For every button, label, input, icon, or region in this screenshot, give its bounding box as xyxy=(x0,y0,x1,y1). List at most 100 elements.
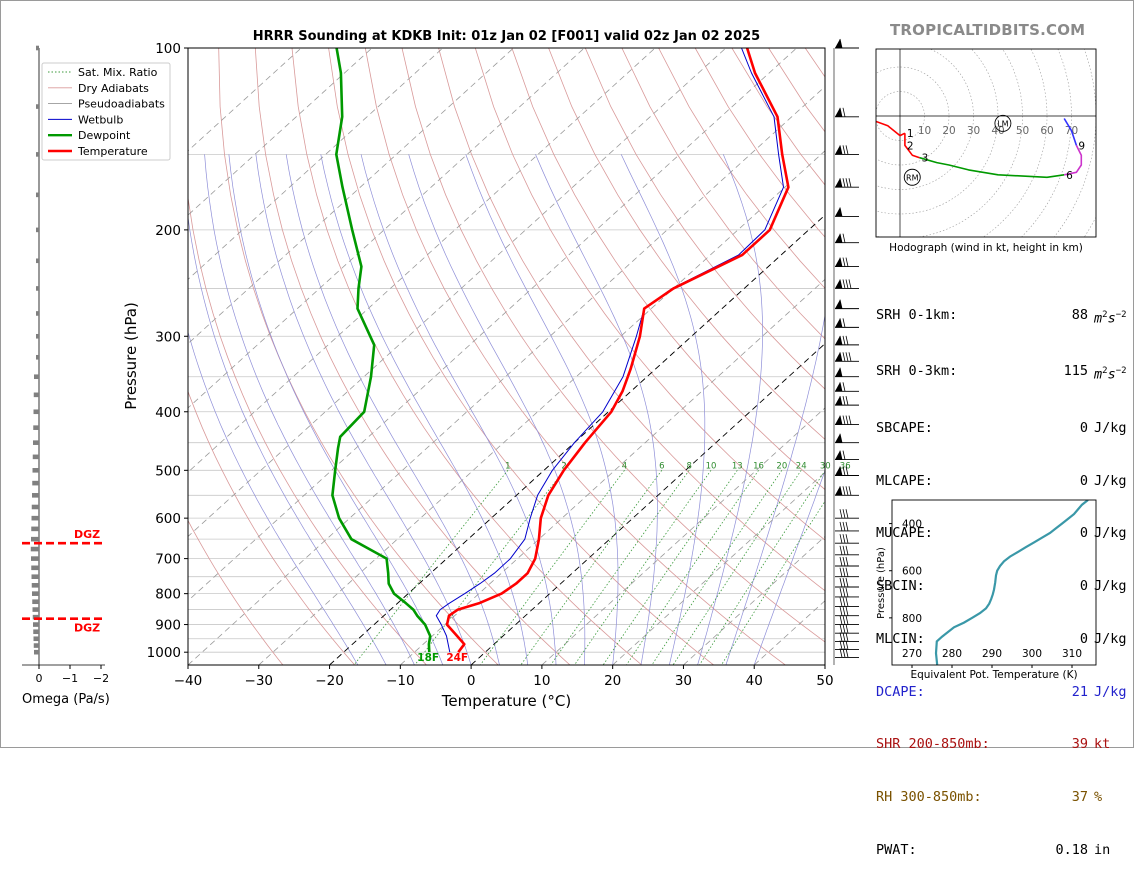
theta-e-curve xyxy=(936,500,1088,665)
wind-barb-feather xyxy=(843,534,845,543)
omega-bar xyxy=(36,258,39,263)
pseudoadiabat xyxy=(162,154,358,665)
wind-barb-feather xyxy=(843,396,845,405)
omega-bar xyxy=(34,409,40,414)
wind-barb-feather xyxy=(846,588,848,597)
wind-barb-feather xyxy=(846,597,848,606)
wind-barb-feather xyxy=(843,258,845,267)
pseudoadiabat xyxy=(536,154,658,665)
mixing-ratio-label: 24 xyxy=(796,461,807,471)
wind-barb-feather xyxy=(843,624,845,633)
omega-bar xyxy=(33,629,39,634)
legend-entry: Dewpoint xyxy=(78,129,131,142)
wind-barb-feather xyxy=(840,597,842,606)
omega-bar xyxy=(34,374,39,379)
omega-bar xyxy=(31,566,39,571)
wind-barb-feather xyxy=(840,509,842,518)
omega-bar xyxy=(32,481,39,486)
legend-entry: Pseudoadiabats xyxy=(78,98,165,111)
stat-value: 0.18 xyxy=(1000,842,1088,860)
mixing-ratio-line xyxy=(551,470,690,665)
omega-axis-label: Omega (Pa/s) xyxy=(22,692,110,707)
wind-barb-feather xyxy=(846,486,848,495)
wind-barb-feather xyxy=(840,607,842,616)
omega-bar xyxy=(32,493,39,498)
wind-barb-feather xyxy=(846,624,848,633)
wind-barb-feather xyxy=(840,632,842,641)
wind-barb-feather xyxy=(843,382,845,391)
omega-bar xyxy=(33,425,39,430)
omega-bar xyxy=(36,193,39,198)
wind-barb-feather xyxy=(843,546,845,555)
wind-barb-feather xyxy=(846,546,848,555)
omega-bar xyxy=(36,152,39,157)
theta-x-tick-label: 270 xyxy=(902,648,922,660)
wind-barb-feather xyxy=(843,178,845,187)
wind-barb-feather xyxy=(846,607,848,616)
omega-bar xyxy=(32,591,39,596)
isotherm-line xyxy=(117,48,796,665)
wind-barb-feather xyxy=(846,522,848,531)
stat-value: 37 xyxy=(1000,789,1088,807)
mixing-ratio-label: 13 xyxy=(732,461,743,471)
mixing-ratio-line xyxy=(626,470,758,665)
omega-x-tick-label: −1 xyxy=(62,672,78,685)
omega-bar xyxy=(32,505,39,510)
x-tick-label: −30 xyxy=(245,673,274,689)
stat-unit: in xyxy=(1088,842,1110,860)
hodo-segment xyxy=(868,119,905,136)
omega-x-tick-label: −2 xyxy=(93,672,109,685)
omega-bar xyxy=(34,650,39,655)
pseudoadiabat xyxy=(182,154,386,665)
wind-barb-feather xyxy=(840,588,842,597)
theta-y-tick-label: 400 xyxy=(902,519,922,531)
theta-x-tick-label: 300 xyxy=(1022,648,1042,660)
wind-barb-feather xyxy=(840,534,842,543)
wind-barbs xyxy=(834,39,859,665)
dry-adiabat xyxy=(365,48,785,665)
isotherm-line xyxy=(259,48,938,665)
hodo-height-label: 9 xyxy=(1078,140,1085,152)
wind-barb-feather xyxy=(843,588,845,597)
theta-y-tick-label: 800 xyxy=(902,613,922,625)
pseudoadiabat xyxy=(621,154,705,665)
omega-x-tick-label: 0 xyxy=(36,672,43,685)
stat-unit: % xyxy=(1088,789,1102,807)
x-tick-label: 20 xyxy=(604,673,621,689)
mixing-ratio-line xyxy=(480,470,624,665)
pseudoadiabat xyxy=(286,154,499,665)
y-tick-label: 200 xyxy=(155,223,181,239)
omega-bar xyxy=(33,607,40,612)
hodo-height-label: 2 xyxy=(907,140,914,152)
mixing-ratio-label: 16 xyxy=(753,461,764,471)
omega-bar xyxy=(36,46,39,51)
omega-bar xyxy=(32,516,40,521)
dry-adiabat xyxy=(585,48,1134,665)
theta-x-tick-label: 310 xyxy=(1062,648,1082,660)
chart-title: HRRR Sounding at KDKB Init: 01z Jan 02 [… xyxy=(253,29,760,44)
wind-barb-feather xyxy=(840,578,842,587)
x-tick-label: −20 xyxy=(315,673,344,689)
wind-barb-feather xyxy=(843,234,845,243)
x-tick-label: 10 xyxy=(533,673,550,689)
wind-barb-feather xyxy=(843,451,845,460)
omega-bar xyxy=(36,286,39,291)
theta-x-label: Equivalent Pot. Temperature (K) xyxy=(910,669,1077,681)
wind-barb-feather xyxy=(843,145,845,154)
y-tick-label: 700 xyxy=(155,552,181,568)
wind-barb-feather xyxy=(846,632,848,641)
wind-barb-feather xyxy=(843,578,845,587)
dry-adiabat xyxy=(329,48,714,665)
mixing-ratio-label: 20 xyxy=(776,461,787,471)
legend-entry: Sat. Mix. Ratio xyxy=(78,66,158,79)
wind-barb-feather xyxy=(846,557,848,566)
x-tick-label: 50 xyxy=(816,673,833,689)
dry-adiabat xyxy=(952,48,1134,665)
wind-barb-feather xyxy=(846,279,848,288)
zero-isotherm xyxy=(471,48,1134,665)
wind-barb-feather xyxy=(843,522,845,531)
pseudoadiabat xyxy=(229,154,443,665)
